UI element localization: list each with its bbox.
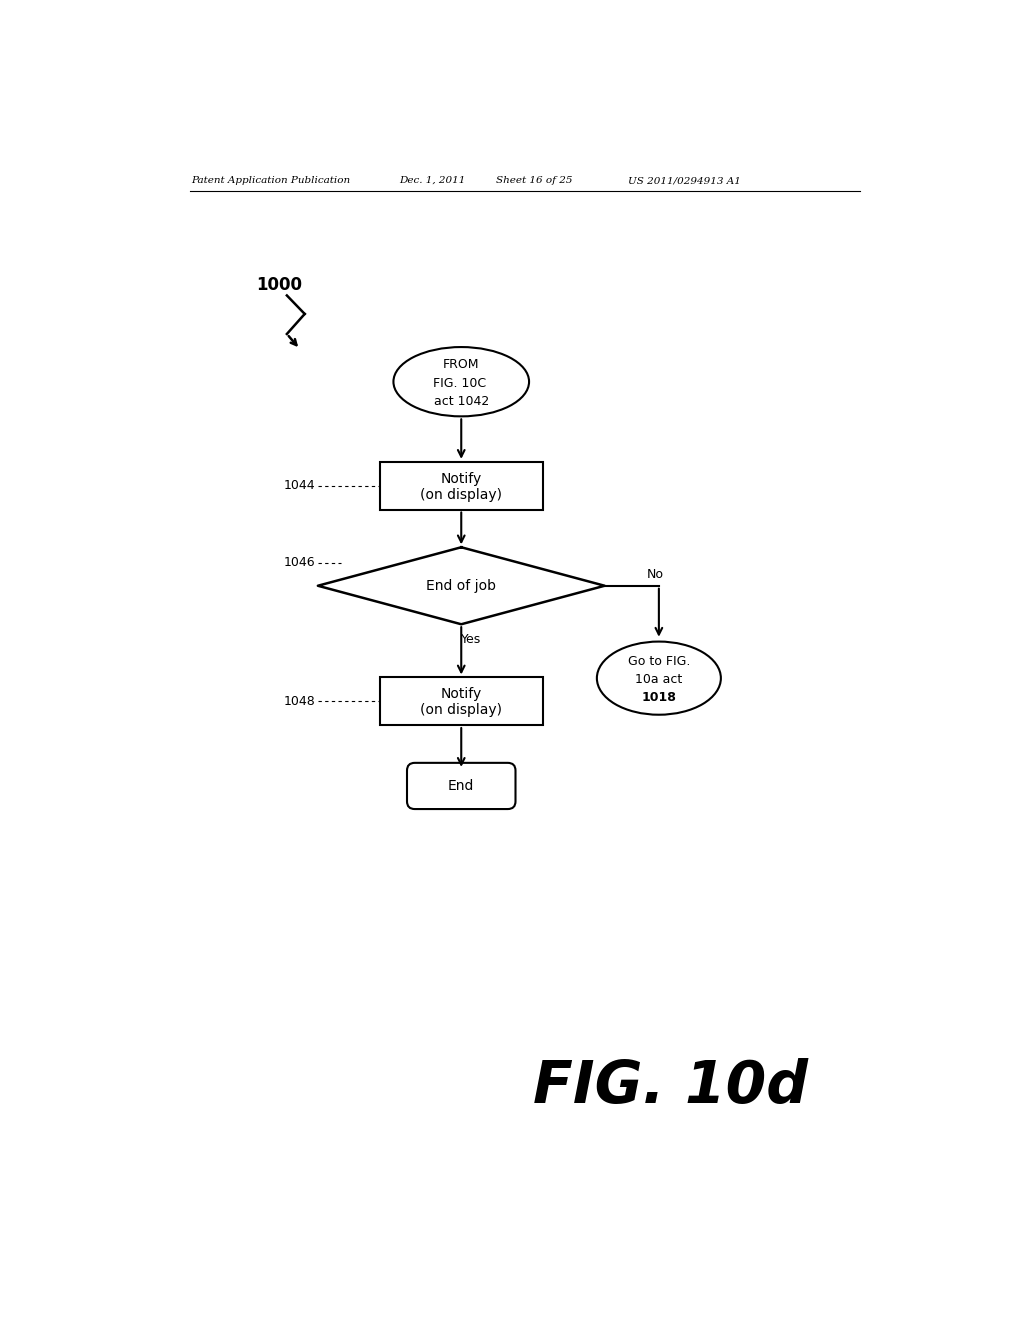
Text: Go to FIG.: Go to FIG. (628, 655, 690, 668)
Text: 1048: 1048 (284, 694, 315, 708)
Text: 1046: 1046 (284, 556, 315, 569)
FancyBboxPatch shape (380, 462, 543, 510)
Text: FIG. 10C: FIG. 10C (433, 376, 486, 389)
Text: 1044: 1044 (284, 479, 315, 492)
Text: FROM: FROM (443, 358, 479, 371)
Text: Notify: Notify (440, 471, 482, 486)
Text: Notify: Notify (440, 688, 482, 701)
Ellipse shape (393, 347, 529, 416)
Text: 1018: 1018 (641, 690, 676, 704)
Text: Patent Application Publication: Patent Application Publication (191, 176, 350, 185)
Text: Dec. 1, 2011: Dec. 1, 2011 (399, 176, 466, 185)
Text: 1000: 1000 (256, 276, 302, 294)
Text: (on display): (on display) (420, 488, 502, 502)
Text: act 1042: act 1042 (433, 395, 488, 408)
Text: (on display): (on display) (420, 704, 502, 718)
Polygon shape (317, 548, 604, 624)
Text: FIG. 10d: FIG. 10d (534, 1057, 808, 1115)
Text: Sheet 16 of 25: Sheet 16 of 25 (496, 176, 572, 185)
Text: End of job: End of job (426, 578, 497, 593)
Text: US 2011/0294913 A1: US 2011/0294913 A1 (628, 176, 740, 185)
FancyBboxPatch shape (407, 763, 515, 809)
Text: End: End (449, 779, 474, 793)
Text: No: No (647, 568, 665, 581)
Text: Yes: Yes (461, 634, 481, 647)
FancyBboxPatch shape (380, 677, 543, 725)
Text: 10a act: 10a act (635, 673, 683, 686)
Ellipse shape (597, 642, 721, 714)
